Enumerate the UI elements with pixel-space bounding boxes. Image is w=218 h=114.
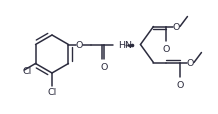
Text: O: O <box>76 41 83 50</box>
Text: O: O <box>173 23 180 32</box>
Text: HN: HN <box>118 41 133 50</box>
Text: O: O <box>177 80 184 89</box>
Text: O: O <box>101 62 108 71</box>
Text: Cl: Cl <box>22 66 32 75</box>
Text: O: O <box>163 44 170 53</box>
Text: O: O <box>187 58 194 67</box>
Text: Cl: Cl <box>47 87 57 96</box>
